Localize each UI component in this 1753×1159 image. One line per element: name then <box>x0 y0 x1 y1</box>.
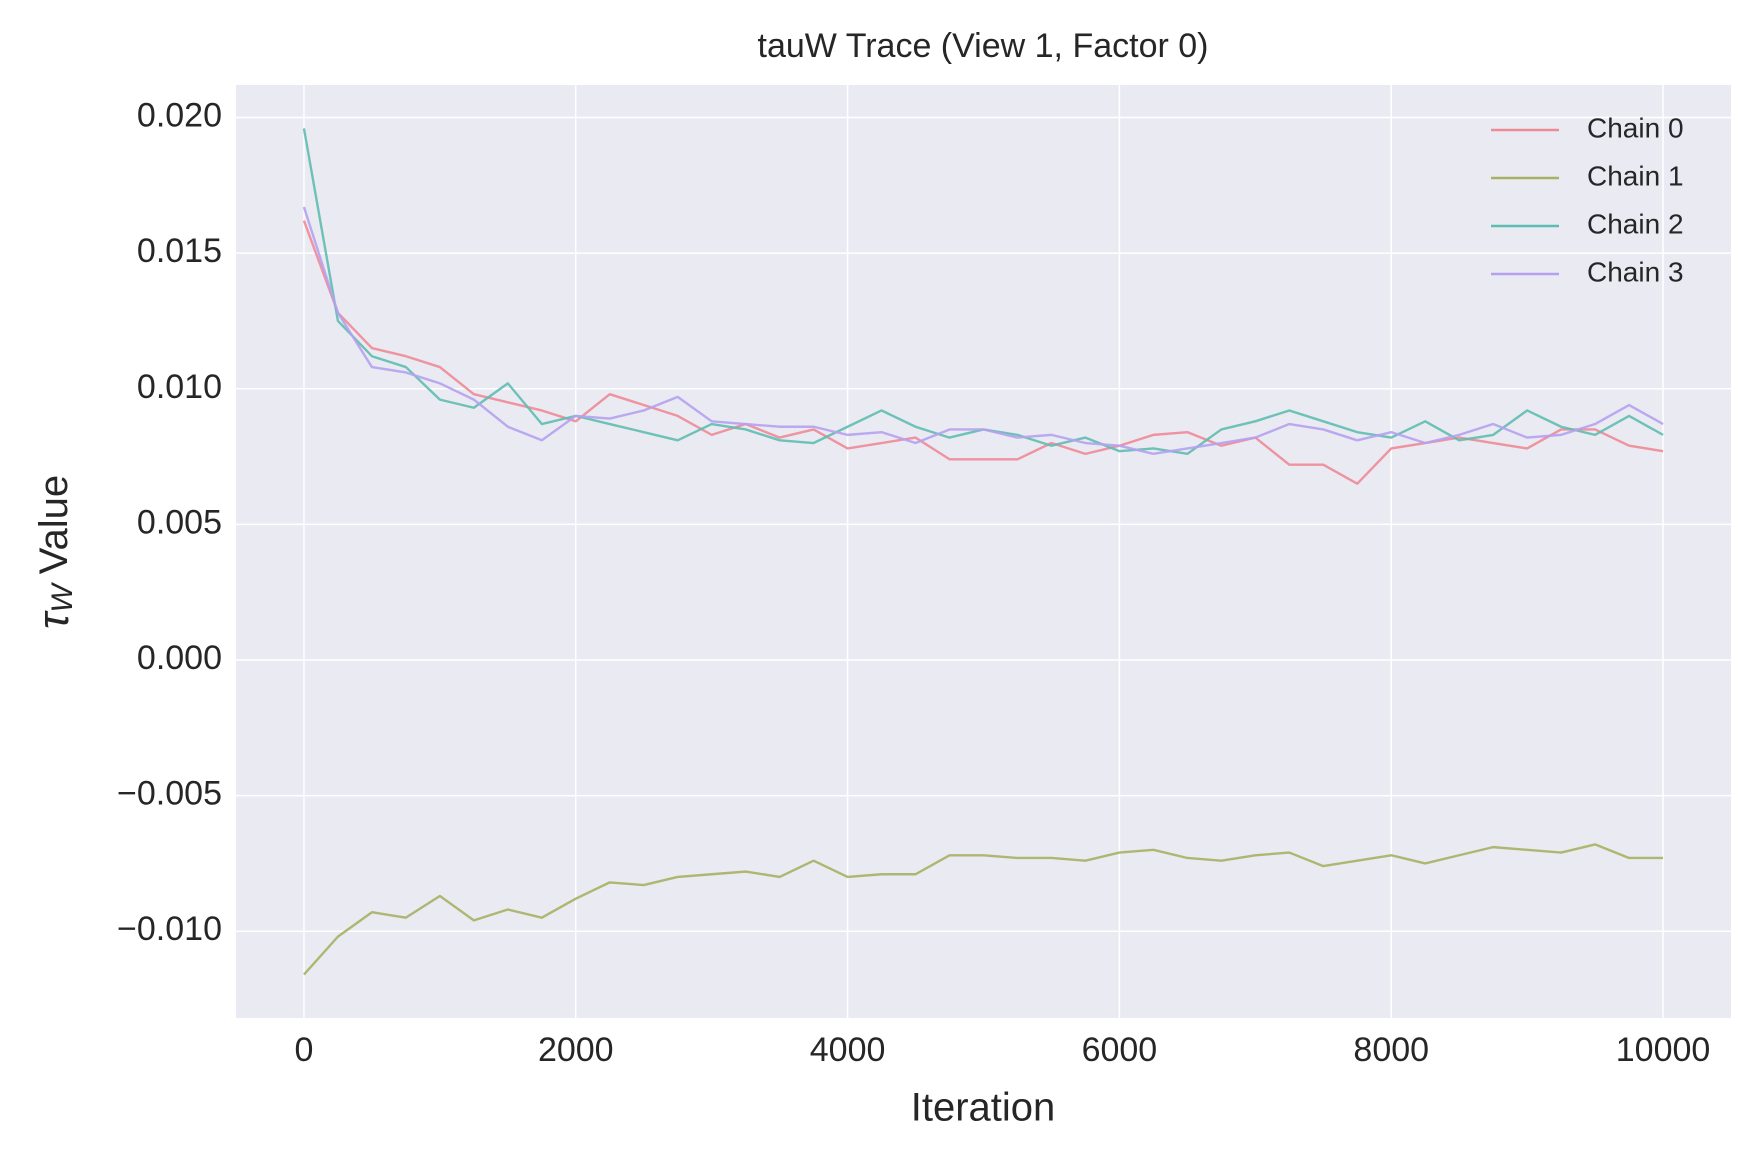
data-line <box>302 206 1664 456</box>
y-tick-label: 0.015 <box>137 232 222 270</box>
plot-area <box>236 85 1731 1018</box>
x-tick-label: 2000 <box>538 1031 614 1069</box>
y-axis-label: τW Value <box>29 475 79 629</box>
x-tick-label: 10000 <box>1616 1031 1711 1069</box>
y-axis-symbol: τ <box>29 610 78 629</box>
y-tick-label: 0.000 <box>137 639 222 677</box>
legend-label: Chain 3 <box>1587 256 1684 287</box>
chart-title: tauW Trace (View 1, Factor 0) <box>758 27 1209 65</box>
y-axis-subscript: W <box>46 582 79 613</box>
x-tick-label: 4000 <box>810 1031 886 1069</box>
y-axis-text: Value <box>32 475 76 574</box>
x-tick-label: 0 <box>294 1031 313 1069</box>
x-tick-label: 6000 <box>1082 1031 1158 1069</box>
y-tick-label: −0.005 <box>117 775 222 813</box>
y-tick-label: −0.010 <box>117 910 222 948</box>
y-tick-label: 0.020 <box>137 97 222 135</box>
x-axis-label: Iteration <box>911 1086 1056 1130</box>
legend-label: Chain 0 <box>1587 112 1684 143</box>
legend-label: Chain 1 <box>1587 160 1684 191</box>
legend-label: Chain 2 <box>1587 208 1684 239</box>
data-line <box>303 843 1664 976</box>
y-tick-label: 0.005 <box>137 503 222 541</box>
y-tick-label: 0.010 <box>137 368 222 406</box>
x-tick-label: 8000 <box>1353 1031 1429 1069</box>
